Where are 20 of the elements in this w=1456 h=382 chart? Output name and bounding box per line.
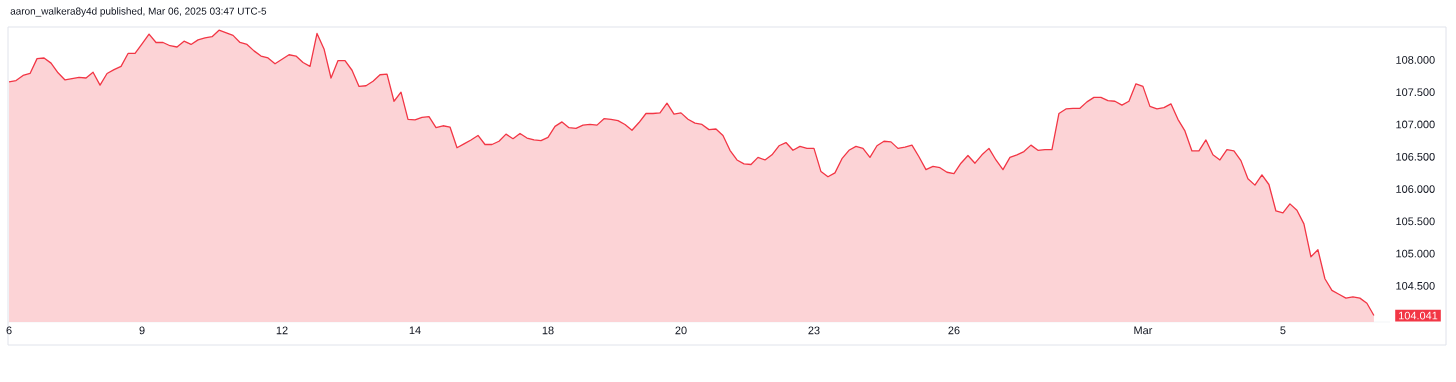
x-tick-label: 9 [139, 326, 145, 335]
y-tick-label: 107.000 [1396, 120, 1435, 129]
x-tick-label: 20 [675, 326, 687, 335]
x-tick-label: 26 [948, 326, 960, 335]
chart-title: aaron_walkera8y4d published, Mar 06, 2025 03:47 UTC-5 [10, 7, 267, 17]
y-tick-label: 108.000 [1396, 56, 1435, 64]
y-tick-label: 106.000 [1396, 185, 1435, 193]
x-tick-label: 5 [1280, 326, 1286, 335]
x-tick-label: 6 [6, 326, 12, 335]
text: 104.041 [1399, 311, 1438, 320]
y-tick-label: 105.000 [1396, 249, 1435, 258]
x-tick-label: 14 [409, 326, 421, 335]
x-tick-label: 18 [542, 326, 554, 335]
x-tick-label: 23 [808, 326, 820, 335]
x-tick-label: 12 [276, 326, 288, 335]
y-tick-label: 104.500 [1396, 281, 1435, 290]
y-tick-label: 106.500 [1396, 152, 1435, 161]
x-tick-label: Mar [1134, 326, 1153, 335]
y-tick-label: 107.500 [1396, 88, 1435, 97]
y-tick-label: 105.500 [1396, 217, 1435, 226]
